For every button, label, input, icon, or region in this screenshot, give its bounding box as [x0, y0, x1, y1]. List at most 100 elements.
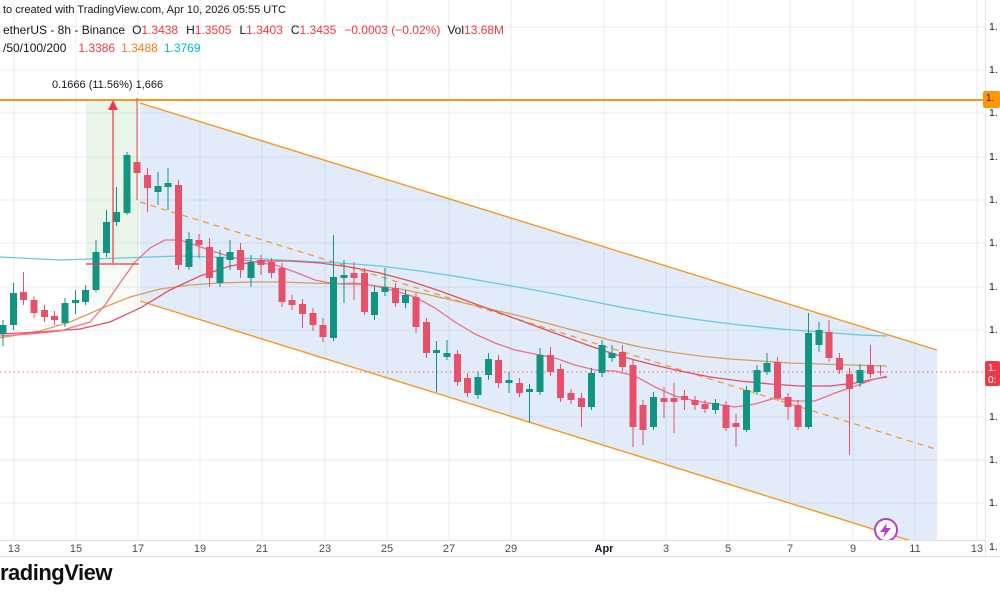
- candle: [546, 347, 554, 377]
- tradingview-logo[interactable]: radingView: [0, 560, 112, 585]
- candle: [464, 373, 472, 398]
- candle: [835, 352, 843, 374]
- symbol-legend: etherUS - 8h - Binance O1.3438 H1.3505 L1.3…: [3, 23, 504, 37]
- price-tick-label: 1.: [989, 107, 998, 119]
- current-price-label: 1. 0:: [985, 361, 1000, 386]
- candle-body: [846, 373, 854, 389]
- candle-body: [185, 238, 193, 267]
- date-tick-label: 11: [909, 543, 921, 555]
- candle: [144, 168, 152, 213]
- candle: [9, 283, 17, 331]
- candle: [51, 311, 59, 325]
- candle: [288, 294, 296, 310]
- candle-body: [815, 330, 823, 346]
- candle-body: [515, 383, 523, 394]
- candle-body: [804, 333, 812, 428]
- candle: [650, 391, 658, 431]
- lightning-badge[interactable]: [874, 518, 898, 542]
- price-axis[interactable]: 1. 1. 1. 1. 1. 1. 1. 1. 1. 1. 1. 1.: [985, 0, 1000, 556]
- candle-body: [257, 259, 265, 266]
- candle-body: [82, 290, 90, 302]
- candle-body: [71, 300, 79, 303]
- date-tick-label: 25: [380, 543, 394, 555]
- candle-body: [226, 251, 234, 260]
- candle: [825, 320, 833, 363]
- symbol-title: etherUS - 8h - Binance: [3, 23, 126, 37]
- date-tick-label: 13: [970, 543, 984, 555]
- candle: [412, 291, 420, 334]
- candle-body: [505, 380, 513, 384]
- candle-body: [742, 390, 750, 431]
- parallel-channel-drawing[interactable]: [139, 102, 938, 549]
- candle-body: [309, 312, 317, 325]
- candle: [113, 187, 121, 227]
- candle-body: [340, 275, 348, 278]
- date-tick-label: 5: [724, 543, 732, 555]
- candle-body: [51, 316, 59, 321]
- candle: [526, 384, 534, 424]
- candle-body: [113, 212, 121, 223]
- candle-body: [175, 184, 183, 266]
- candle-body: [9, 293, 17, 325]
- candle-body: [144, 175, 152, 189]
- candle-body: [825, 331, 833, 359]
- candle: [123, 152, 131, 216]
- candle: [670, 383, 678, 434]
- price-range-arrow-head: [108, 100, 118, 110]
- candle-body: [412, 297, 420, 328]
- current-price-value: 1.: [988, 363, 997, 374]
- ohlc-field-l: L1.3403: [239, 23, 283, 37]
- candle: [474, 372, 482, 399]
- candle-body: [40, 309, 48, 317]
- candle: [598, 340, 606, 378]
- price-tick-label: 1.: [989, 194, 998, 206]
- ma-indicator-title: /50/100/200: [3, 41, 67, 55]
- ma-value-0: 1.3386: [78, 41, 116, 55]
- candle-body: [433, 350, 441, 353]
- ma-value-1: 1.3488: [121, 41, 158, 55]
- candle: [298, 298, 306, 328]
- candle-body: [123, 155, 131, 214]
- candle: [567, 388, 575, 405]
- date-tick-label: 21: [255, 543, 269, 555]
- candle-body: [206, 247, 214, 278]
- candle-body: [464, 377, 472, 394]
- candle: [340, 259, 348, 303]
- candle: [185, 231, 193, 270]
- candle-body: [360, 273, 368, 313]
- ohlc-values: O1.3438 H1.3505 L1.3403 C1.3435: [132, 23, 344, 37]
- candle: [40, 305, 48, 323]
- price-tick-label: 1.: [989, 497, 998, 509]
- candle-body: [598, 345, 606, 374]
- candle: [557, 363, 565, 402]
- candle: [236, 243, 244, 278]
- ma-indicator-legend: /50/100/200 1.3386 1.3488 1.3769: [3, 41, 213, 55]
- candle-body: [629, 365, 637, 428]
- candle: [484, 352, 492, 381]
- candle: [319, 318, 327, 342]
- candle-body: [701, 404, 709, 410]
- candle: [722, 401, 730, 432]
- candle-body: [877, 371, 885, 373]
- candle: [515, 377, 523, 398]
- date-tick-label: 29: [504, 543, 518, 555]
- candle: [71, 290, 79, 314]
- candle: [577, 393, 585, 428]
- candle: [30, 295, 38, 319]
- candle-body: [650, 397, 658, 428]
- candle-body: [278, 268, 286, 302]
- channel-fill: [140, 103, 937, 540]
- candle-body: [443, 352, 451, 357]
- price-tick-label: 1.: [989, 324, 998, 336]
- price-tick-label: 1.: [989, 454, 998, 466]
- time-axis[interactable]: 13 15 17 19 21 23 25 27 29 Apr 3 5 7 9 11 13: [0, 540, 985, 557]
- plot-area[interactable]: [0, 0, 985, 549]
- candle: [164, 168, 172, 210]
- candle: [360, 268, 368, 316]
- candle: [195, 233, 203, 259]
- candle: [681, 390, 689, 410]
- candle: [309, 308, 317, 331]
- candle: [660, 387, 668, 419]
- candle-body: [753, 369, 761, 392]
